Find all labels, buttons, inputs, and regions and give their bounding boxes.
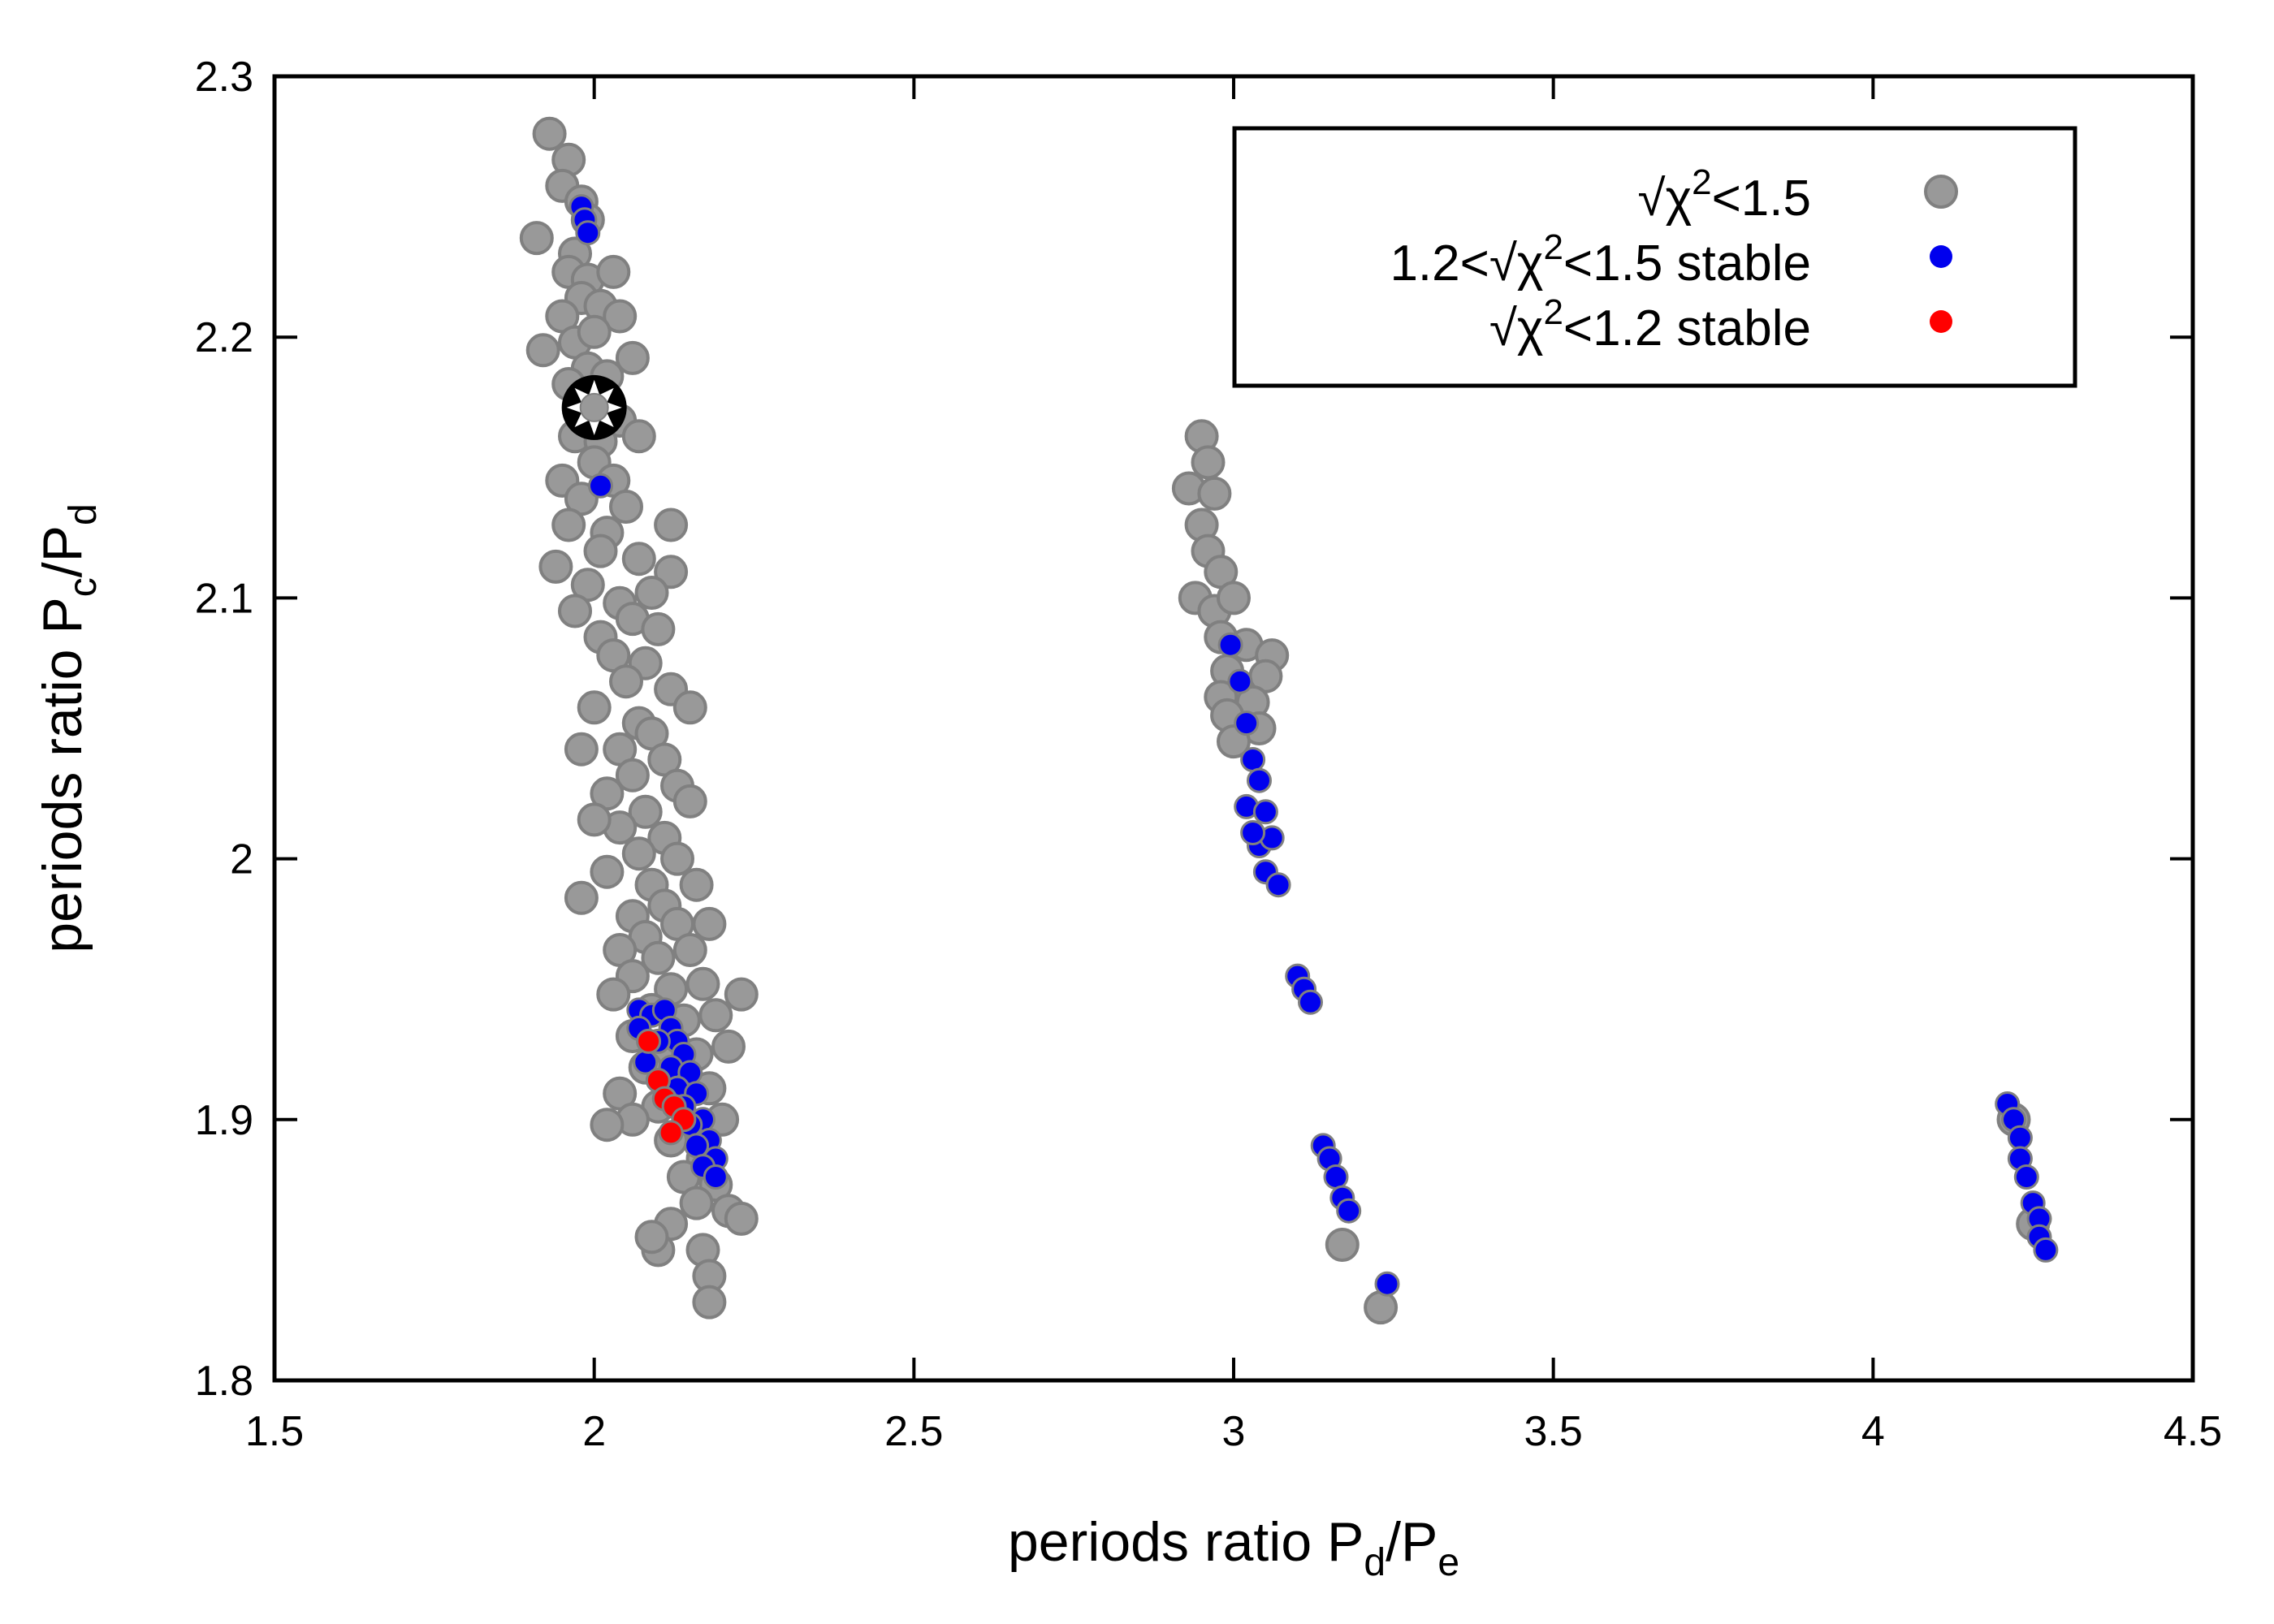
- x-tick-labels: 1.5 2 2.5 3 3.5 4 4.5: [245, 1408, 2222, 1455]
- point-blue: [1298, 989, 1323, 1015]
- best-fit-marker: [561, 374, 627, 440]
- point-gray: [692, 906, 727, 941]
- axis-ticks: [273, 75, 2194, 1382]
- y-tick-label: 1.9: [195, 1097, 253, 1144]
- point-gray: [609, 664, 643, 699]
- data-points: [519, 116, 2059, 1325]
- legend-label-red: √χ2<1.2 stable: [1489, 292, 1811, 356]
- point-gray: [685, 966, 720, 1001]
- point-blue: [2033, 1237, 2059, 1263]
- point-gray: [654, 555, 689, 590]
- point-gray: [551, 508, 586, 542]
- point-gray: [532, 116, 567, 151]
- point-gray: [621, 419, 656, 454]
- point-blue: [1247, 767, 1272, 793]
- x-tick-label: 2.5: [884, 1408, 943, 1455]
- point-gray: [660, 841, 694, 876]
- point-gray: [609, 490, 643, 524]
- point-gray: [577, 690, 612, 725]
- point-blue: [1240, 820, 1266, 845]
- point-gray: [654, 508, 689, 542]
- point-gray: [564, 880, 599, 915]
- point-red: [658, 1120, 684, 1146]
- point-blue: [703, 1164, 728, 1190]
- point-blue: [575, 220, 601, 246]
- point-gray: [698, 998, 733, 1033]
- legend-label-blue: 1.2<√χ2<1.5 stable: [1390, 227, 1811, 292]
- x-tick-label: 3.5: [1524, 1408, 1583, 1455]
- x-tick-label: 2: [582, 1408, 606, 1455]
- series-red: [636, 1028, 697, 1146]
- y-tick-label: 2: [230, 836, 253, 883]
- point-gray: [615, 758, 650, 793]
- y-tick-label: 2.1: [195, 575, 253, 622]
- x-tick-label: 4: [1861, 1408, 1885, 1455]
- point-blue: [1323, 1164, 1349, 1190]
- point-blue: [1227, 668, 1253, 694]
- point-gray: [724, 977, 759, 1012]
- point-gray: [692, 1285, 727, 1320]
- point-gray: [596, 254, 631, 289]
- point-gray: [634, 576, 669, 610]
- point-gray: [672, 784, 707, 818]
- point-gray: [672, 690, 707, 725]
- point-blue: [1234, 710, 1260, 736]
- point-gray: [679, 1186, 714, 1220]
- point-blue: [1240, 747, 1266, 772]
- point-gray: [564, 732, 599, 767]
- y-axis-title: periods ratio Pc/Pd: [32, 503, 105, 952]
- point-gray: [519, 221, 554, 256]
- point-gray: [641, 940, 676, 975]
- point-gray: [621, 836, 656, 871]
- x-tick-label: 4.5: [2164, 1408, 2222, 1455]
- point-gray: [621, 542, 656, 577]
- legend-label-gray: √χ2<1.5: [1638, 162, 1811, 227]
- point-gray: [603, 299, 638, 334]
- point-gray: [672, 933, 707, 967]
- point-gray: [583, 533, 618, 568]
- y-tick-label: 2.2: [195, 314, 253, 361]
- point-red: [636, 1028, 662, 1054]
- point-gray: [1325, 1228, 1360, 1262]
- point-gray: [577, 802, 612, 837]
- point-blue: [1374, 1271, 1400, 1297]
- point-blue: [1252, 799, 1278, 825]
- point-gray: [558, 594, 592, 628]
- point-gray: [641, 611, 676, 646]
- point-blue: [2007, 1125, 2033, 1151]
- point-gray: [596, 977, 631, 1012]
- x-tick-label: 3: [1222, 1408, 1246, 1455]
- best-fit-center: [579, 392, 609, 422]
- point-gray: [1197, 476, 1232, 511]
- legend-marker-blue: [1930, 245, 1952, 268]
- point-gray: [538, 549, 573, 584]
- x-axis-title: periods ratio Pd/Pe: [1008, 1511, 1459, 1584]
- point-blue: [588, 473, 613, 499]
- point-gray: [634, 1220, 669, 1255]
- point-gray: [525, 333, 560, 368]
- legend-marker-gray: [1924, 175, 1958, 209]
- point-blue: [1336, 1198, 1362, 1224]
- point-gray: [590, 854, 625, 889]
- point-gray: [711, 1029, 746, 1064]
- point-gray: [1191, 445, 1226, 480]
- point-gray: [615, 340, 650, 375]
- point-gray: [1364, 1290, 1399, 1325]
- point-gray: [1217, 581, 1251, 615]
- point-gray: [590, 1108, 625, 1142]
- point-gray: [628, 794, 663, 829]
- y-tick-labels: 1.8 1.9 2 2.1 2.2 2.3: [195, 54, 253, 1405]
- point-blue: [2013, 1164, 2039, 1190]
- y-tick-label: 1.8: [195, 1358, 253, 1405]
- point-blue: [1217, 632, 1243, 658]
- point-gray: [724, 1201, 759, 1236]
- point-gray: [577, 314, 612, 349]
- point-gray: [679, 867, 714, 902]
- legend: √χ2<1.5 1.2<√χ2<1.5 stable √χ2<1.2 stabl…: [1232, 126, 2077, 388]
- y-tick-label: 2.3: [195, 54, 253, 101]
- point-blue: [1265, 872, 1291, 898]
- x-tick-label: 1.5: [245, 1408, 304, 1455]
- legend-marker-red: [1930, 310, 1952, 333]
